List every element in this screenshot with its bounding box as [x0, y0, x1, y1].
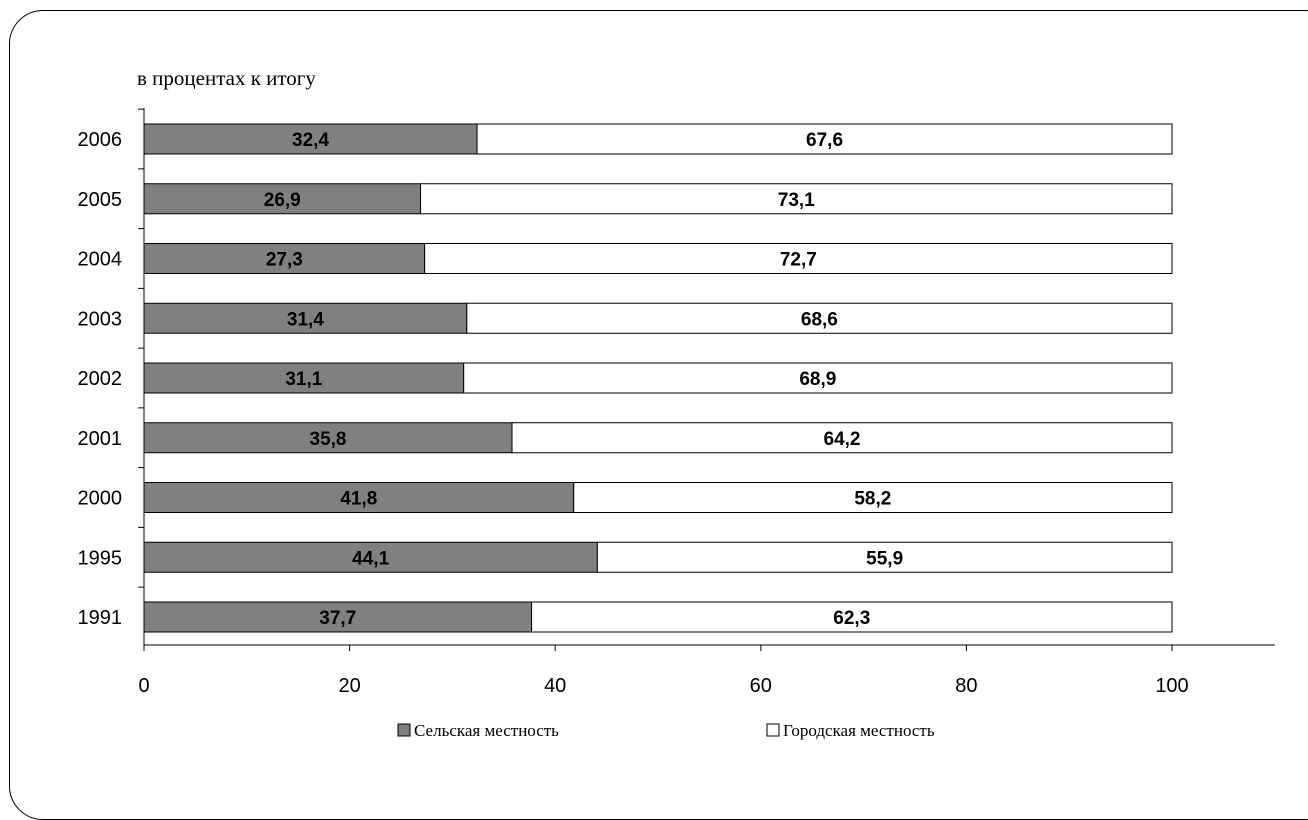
- data-label-rural-2001: 35,8: [310, 429, 347, 450]
- bar-urban-1995: [596, 541, 1173, 573]
- legend-swatch-urban: [766, 723, 780, 737]
- bar-rural-2003: [143, 302, 468, 334]
- legend-label-urban: Городская местность: [783, 721, 935, 740]
- x-tick-label-80: 80: [955, 675, 977, 697]
- category-label-1991: 1991: [78, 607, 123, 629]
- x-tick-label-100: 100: [1155, 675, 1188, 697]
- bar-urban-2005: [420, 183, 1173, 215]
- data-label-rural-2004: 27,3: [266, 250, 303, 271]
- legend-swatch-rural: [397, 723, 411, 737]
- data-label-urban-2000: 58,2: [854, 489, 891, 510]
- data-label-urban-2005: 73,1: [778, 190, 815, 211]
- data-label-rural-1995: 44,1: [352, 548, 389, 569]
- chart-subtitle: в процентах к итогу: [137, 66, 316, 90]
- x-tick-label-20: 20: [338, 675, 360, 697]
- x-tick-label-0: 0: [138, 675, 149, 697]
- axes-group: 1991 1995 2000 2001 2002 2003 2004 2005 2006 0 20 4…: [78, 108, 1275, 697]
- data-label-rural-2002: 31,1: [285, 369, 322, 390]
- bar-urban-2003: [466, 302, 1173, 334]
- bar-urban-1991: [531, 601, 1173, 633]
- legend: Сельская местность Городская местность: [397, 721, 935, 740]
- bar-urban-2001: [511, 422, 1173, 454]
- data-label-urban-2004: 72,7: [780, 250, 817, 271]
- data-label-rural-2006: 32,4: [292, 130, 329, 151]
- bar-urban-2002: [463, 362, 1173, 394]
- bar-rural-2006: [143, 123, 478, 155]
- data-label-rural-1991: 37,7: [319, 608, 356, 629]
- x-tick-label-60: 60: [750, 675, 772, 697]
- bars-group: 37,7 62,3 44,1 55,9 41,8 58,2 35,8 64,2 31,1 68,9…: [143, 123, 1173, 633]
- category-label-2004: 2004: [78, 249, 123, 271]
- bar-urban-2004: [424, 243, 1173, 274]
- data-label-urban-2003: 68,6: [801, 309, 838, 330]
- category-label-2006: 2006: [78, 129, 123, 151]
- category-label-1995: 1995: [78, 547, 123, 569]
- data-label-urban-2006: 67,6: [806, 130, 843, 151]
- category-label-2000: 2000: [78, 488, 123, 510]
- category-label-2005: 2005: [78, 189, 123, 211]
- data-label-urban-1995: 55,9: [866, 548, 903, 569]
- stacked-bar-chart: в процентах к итогу 37,7 62,3 44,1 55,9 41,8…: [78, 66, 1275, 740]
- data-label-urban-2002: 68,9: [799, 369, 836, 390]
- data-label-rural-2003: 31,4: [287, 309, 324, 330]
- category-label-2002: 2002: [78, 368, 123, 390]
- bar-urban-2006: [476, 123, 1173, 155]
- category-label-2003: 2003: [78, 308, 123, 330]
- data-label-urban-2001: 64,2: [824, 429, 861, 450]
- data-label-rural-2005: 26,9: [264, 190, 301, 211]
- category-label-2001: 2001: [78, 428, 123, 450]
- data-label-urban-1991: 62,3: [833, 608, 870, 629]
- bar-urban-2000: [573, 482, 1173, 513]
- x-tick-label-40: 40: [544, 675, 566, 697]
- legend-label-rural: Сельская местность: [414, 721, 559, 740]
- data-label-rural-2000: 41,8: [340, 489, 377, 510]
- bar-rural-1995: [143, 541, 598, 573]
